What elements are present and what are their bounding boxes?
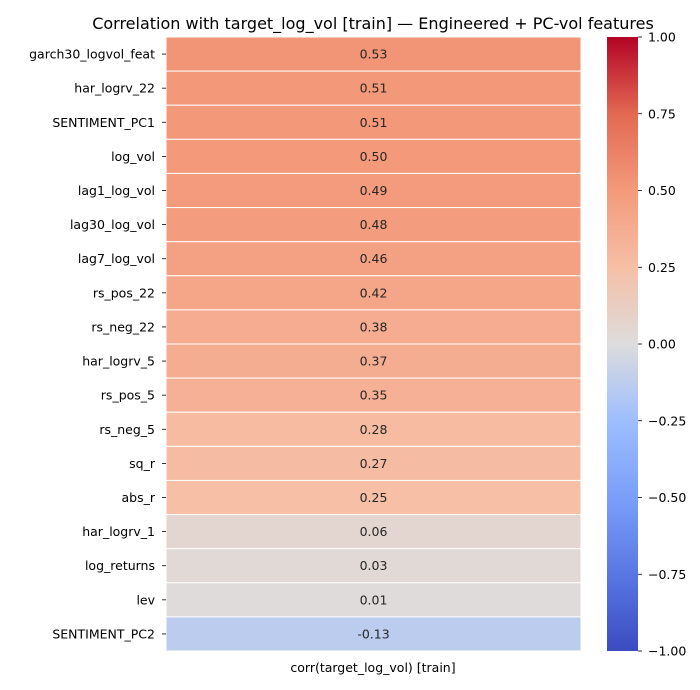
cell-value-label: 0.49: [360, 183, 388, 198]
colorbar-tick-label: 0.25: [648, 260, 676, 275]
colorbar-ticks: 1.00 0.75 0.50 0.25 0.00 −0.25 −0.50 −0.75 −1.00: [638, 30, 686, 659]
row-label: sq_r: [129, 456, 156, 471]
heatmap-cell: [165, 104, 582, 140]
cell-value-label: 0.46: [360, 251, 388, 266]
heatmap-cell: [165, 411, 582, 447]
cell-value-label: 0.37: [360, 354, 388, 369]
cell-value-label: -0.13: [357, 626, 389, 641]
cell-value-label: 0.51: [360, 115, 388, 130]
cell-value-label: 0.27: [360, 456, 388, 471]
row-label: lag30_log_vol: [70, 217, 155, 232]
cell-value-label: 0.42: [360, 285, 388, 300]
colorbar-tick-label: −0.50: [648, 490, 686, 505]
row-label: garch30_logvol_feat: [29, 47, 155, 62]
colorbar-tick-label: −0.75: [648, 567, 686, 582]
heatmap-cell: [165, 70, 582, 106]
cell-value-label: 0.35: [360, 388, 388, 403]
cell-value-label: 0.50: [360, 149, 388, 164]
cell-value-label: 0.03: [360, 558, 388, 573]
cell-value-label: 0.06: [360, 524, 388, 539]
cell-value-label: 0.48: [360, 217, 388, 232]
cell-value-label: 0.53: [360, 47, 388, 62]
row-label: lag1_log_vol: [78, 183, 155, 198]
colorbar: [607, 37, 638, 651]
colorbar-tick-label: −1.00: [648, 644, 686, 659]
heatmap-cells: 0.53 0.51 0.51 0.50 0.49 0.48 0.46 0.42 0.38 0.37…: [165, 36, 582, 652]
heatmap-cell: [165, 377, 582, 413]
row-label: rs_neg_22: [91, 319, 155, 334]
row-label: lev: [136, 592, 155, 607]
row-label: abs_r: [122, 490, 156, 505]
row-labels: garch30_logvol_feat har_logrv_22 SENTIMENT…: [29, 47, 166, 641]
row-label: lag7_log_vol: [78, 251, 155, 266]
row-label: SENTIMENT_PC1: [52, 115, 155, 130]
heatmap-cell: [165, 343, 582, 379]
heatmap-cell: [165, 138, 582, 174]
chart-title: Correlation with target_log_vol [train] …: [92, 14, 654, 34]
colorbar-tick-label: 0.00: [648, 337, 676, 352]
colorbar-tick-label: 0.50: [648, 183, 676, 198]
row-label: log_returns: [85, 558, 155, 573]
heatmap-cell: [165, 479, 582, 516]
x-axis-label: corr(target_log_vol) [train]: [290, 660, 455, 675]
cell-value-label: 0.28: [360, 422, 388, 437]
cell-value-label: 0.01: [360, 592, 388, 607]
cell-value-label: 0.25: [360, 490, 388, 505]
row-label: har_logrv_1: [82, 524, 155, 539]
row-label: log_vol: [111, 149, 155, 164]
heatmap-cell: [165, 36, 582, 72]
cell-value-label: 0.51: [360, 81, 388, 96]
row-label: rs_pos_5: [101, 388, 155, 403]
row-label: har_logrv_22: [74, 81, 155, 96]
colorbar-tick-label: 0.75: [648, 106, 676, 121]
row-label: har_logrv_5: [82, 354, 155, 369]
row-label: rs_pos_22: [93, 285, 155, 300]
colorbar-tick-label: 1.00: [648, 30, 676, 45]
row-label: rs_neg_5: [99, 422, 155, 437]
row-label: SENTIMENT_PC2: [52, 626, 155, 641]
colorbar-tick-label: −0.25: [648, 413, 686, 428]
cell-value-label: 0.38: [360, 319, 388, 334]
